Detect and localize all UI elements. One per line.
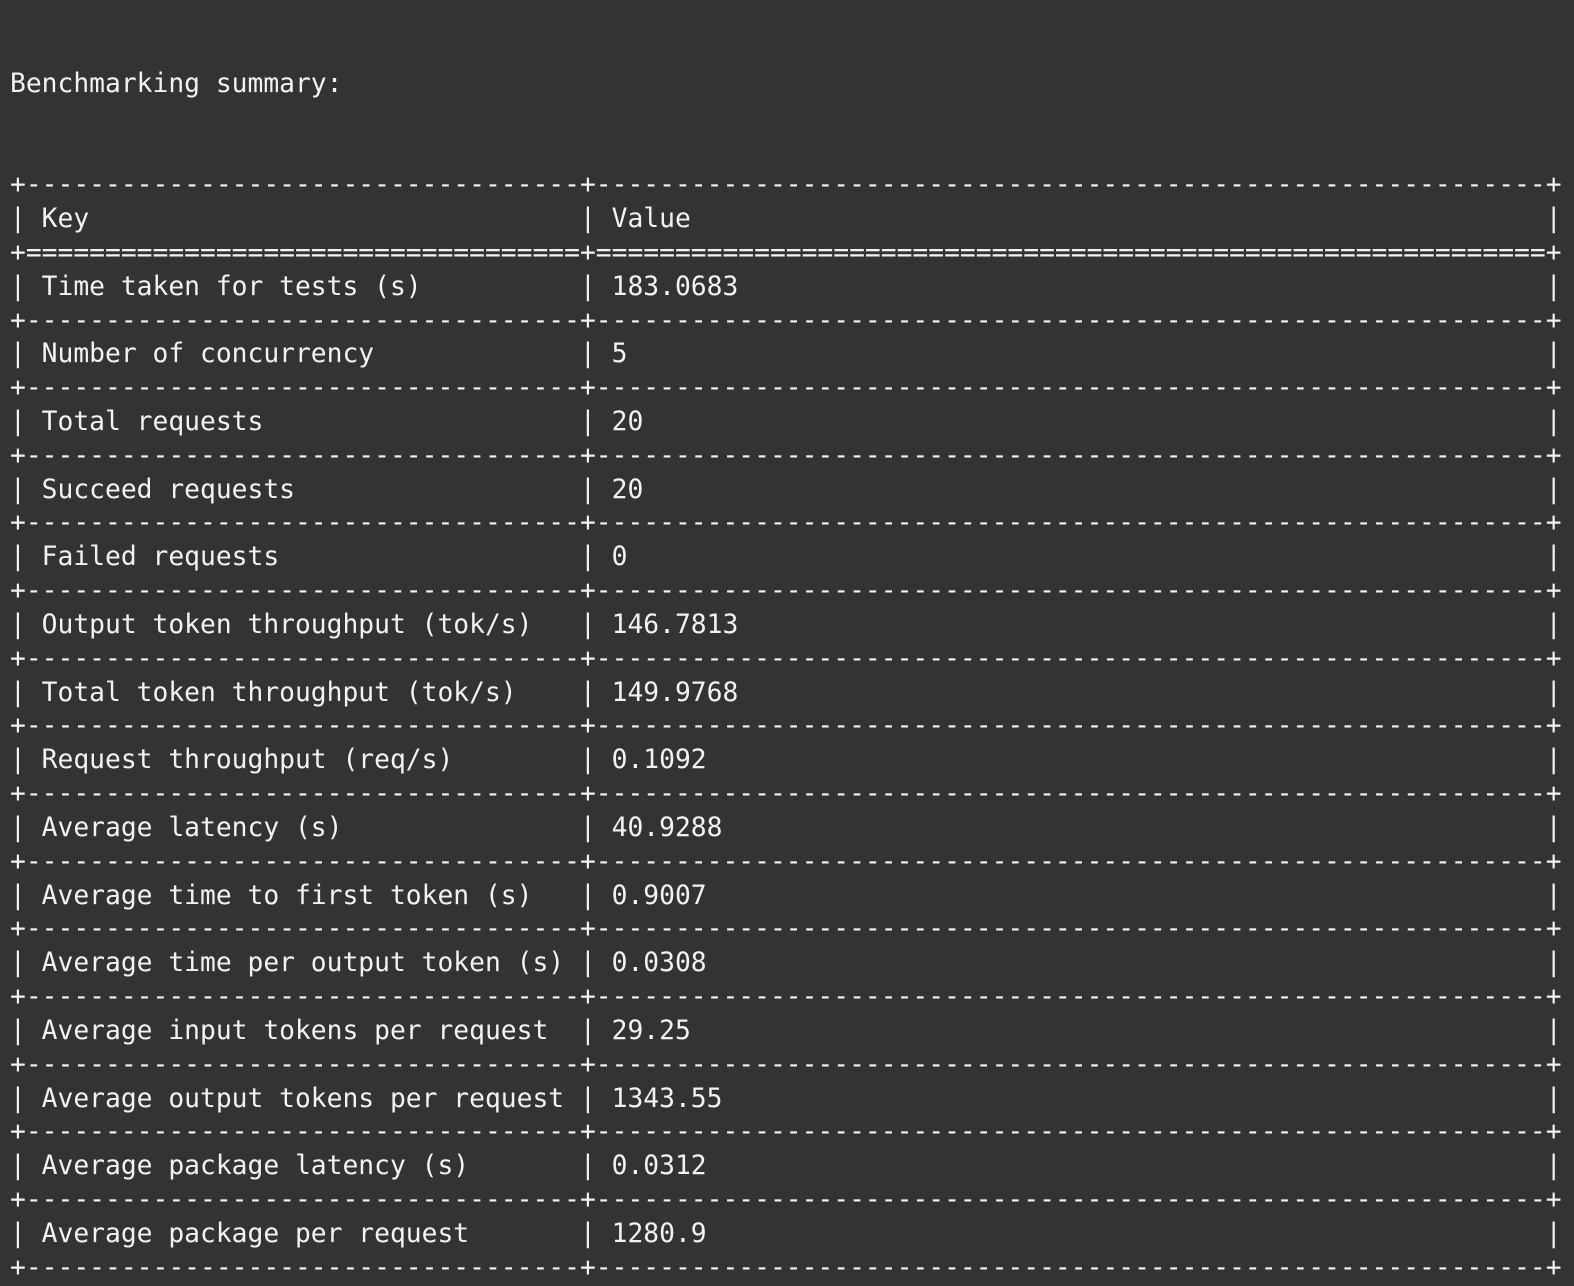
table-row: | Output token throughput (tok/s) | 146.… <box>10 609 1562 640</box>
table-row: | Succeed requests | 20 | <box>10 474 1562 505</box>
table-row: | Average latency (s) | 40.9288 | <box>10 812 1562 843</box>
table-row-separator: +-----------------------------------+---… <box>10 440 1562 471</box>
table-row-separator: +-----------------------------------+---… <box>10 305 1562 336</box>
table-row-separator: +-----------------------------------+---… <box>10 1252 1562 1283</box>
table-row: | Total token throughput (tok/s) | 149.9… <box>10 677 1562 708</box>
table-row-separator: +-----------------------------------+---… <box>10 914 1562 945</box>
table-row-separator: +-----------------------------------+---… <box>10 779 1562 810</box>
table-row: | Average output tokens per request | 13… <box>10 1083 1562 1114</box>
table-row: | Average time per output token (s) | 0.… <box>10 948 1562 979</box>
table-row-separator: +-----------------------------------+---… <box>10 373 1562 404</box>
table-row-separator: +-----------------------------------+---… <box>10 576 1562 607</box>
table-row-separator: +-----------------------------------+---… <box>10 508 1562 539</box>
table-row: | Average time to first token (s) | 0.90… <box>10 880 1562 911</box>
table-row-separator: +-----------------------------------+---… <box>10 1117 1562 1148</box>
table-row: | Average package per request | 1280.9 | <box>10 1218 1562 1249</box>
benchmark-summary-title: Benchmarking summary: <box>10 68 343 99</box>
table-row-separator: +-----------------------------------+---… <box>10 711 1562 742</box>
table-top-border: +-----------------------------------+---… <box>10 170 1562 201</box>
benchmark-summary-table: +-----------------------------------+---… <box>10 169 1574 1286</box>
table-row: | Total requests | 20 | <box>10 407 1562 437</box>
table-row: | Failed requests | 0 | <box>10 542 1562 573</box>
table-header-row: | Key | Value | <box>10 204 1562 235</box>
table-row-separator: +-----------------------------------+---… <box>10 1185 1562 1216</box>
table-row: | Number of concurrency | 5 | <box>10 339 1562 370</box>
table-header-separator: +===================================+===… <box>10 237 1562 268</box>
table-row-separator: +-----------------------------------+---… <box>10 643 1562 674</box>
table-row: | Time taken for tests (s) | 183.0683 | <box>10 271 1562 302</box>
table-row-separator: +-----------------------------------+---… <box>10 982 1562 1013</box>
table-row-separator: +-----------------------------------+---… <box>10 1049 1562 1080</box>
table-row-separator: +-----------------------------------+---… <box>10 846 1562 877</box>
table-row: | Request throughput (req/s) | 0.1092 | <box>10 745 1562 776</box>
table-row: | Average input tokens per request | 29.… <box>10 1015 1562 1046</box>
table-row: | Average package latency (s) | 0.0312 | <box>10 1151 1562 1182</box>
